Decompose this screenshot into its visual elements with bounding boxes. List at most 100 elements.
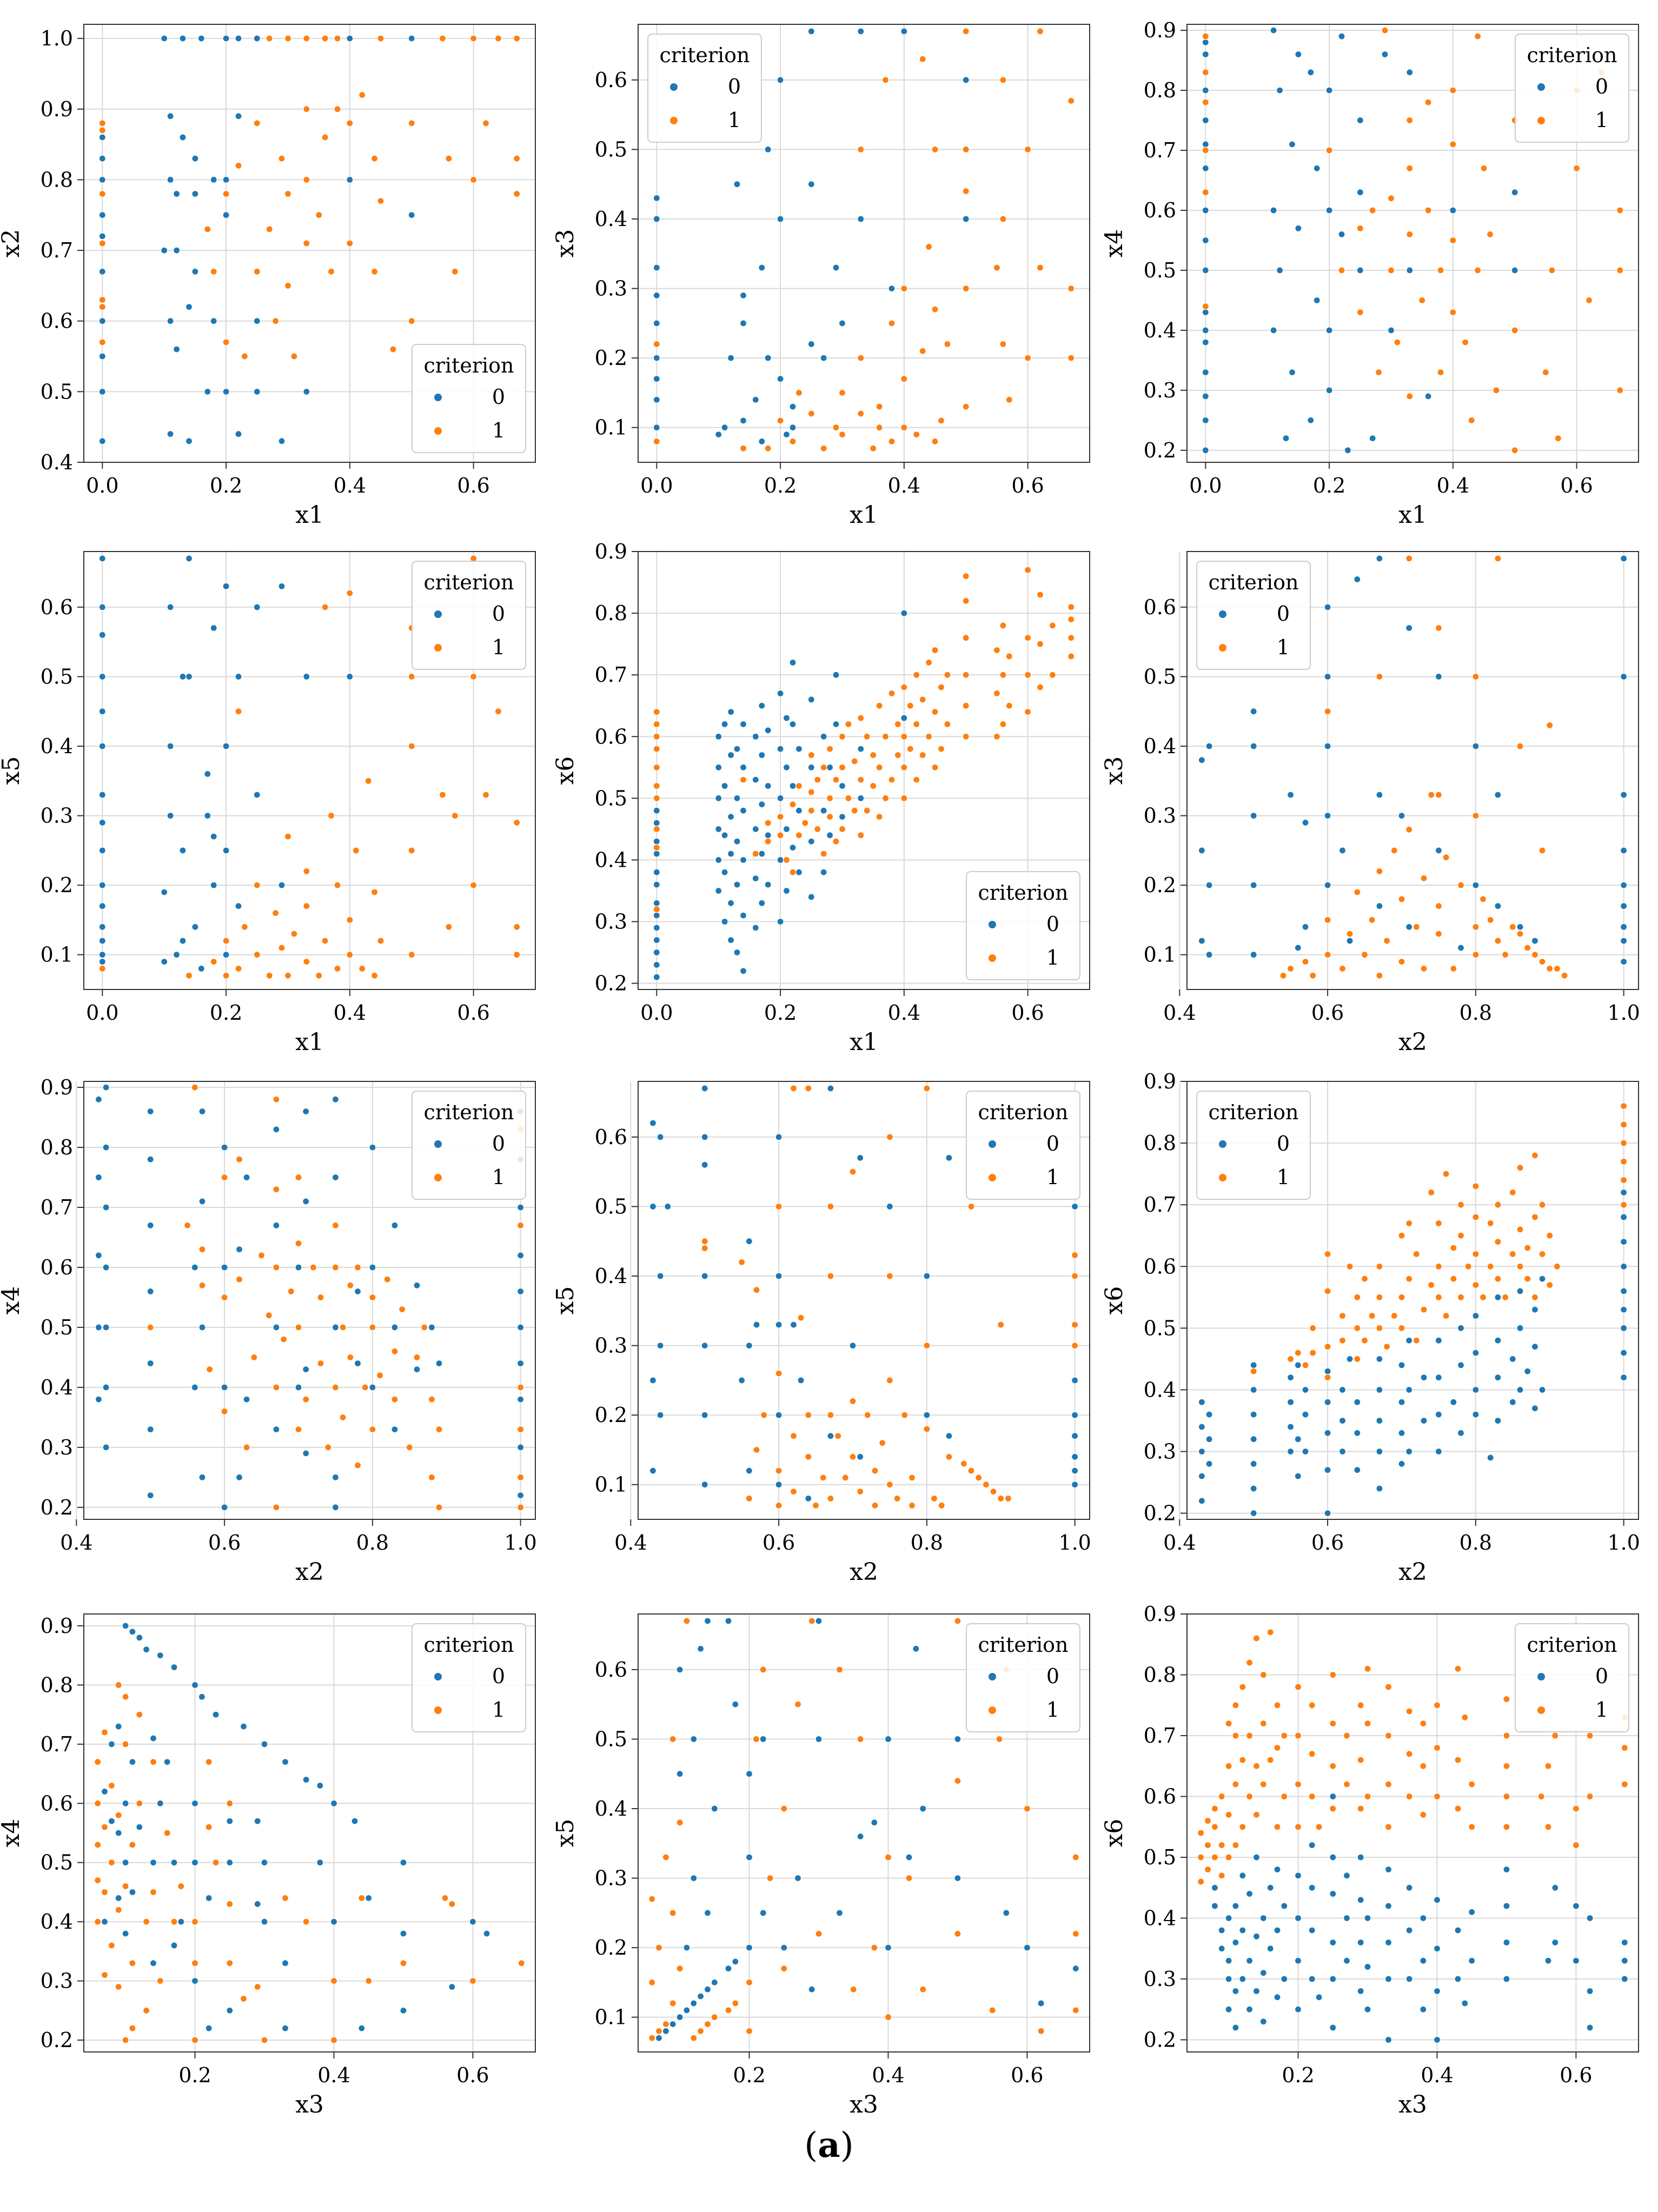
data-point — [1197, 1878, 1205, 1885]
data-point — [122, 1882, 129, 1890]
y-tick-label: 0.3 — [1144, 1967, 1176, 1991]
data-point — [98, 603, 106, 611]
data-point — [857, 145, 865, 153]
data-point — [1398, 1232, 1405, 1239]
data-point — [235, 35, 242, 42]
data-point — [701, 1133, 708, 1141]
data-point — [235, 430, 242, 438]
data-point — [156, 1652, 164, 1659]
data-point — [838, 430, 846, 439]
data-point — [1329, 1805, 1337, 1812]
legend-box — [412, 344, 526, 453]
data-point — [1202, 447, 1209, 454]
data-point — [863, 733, 871, 740]
data-point — [701, 1161, 708, 1168]
data-point — [1071, 1432, 1079, 1440]
data-point — [1202, 368, 1209, 376]
data-point — [1252, 1811, 1261, 1818]
data-point — [1197, 1854, 1205, 1861]
x-tick-label: 0.8 — [1460, 1001, 1492, 1025]
x-tick-label: 0.4 — [1163, 1531, 1196, 1555]
data-point — [849, 1453, 857, 1460]
data-point — [669, 1909, 677, 1917]
data-point — [321, 603, 329, 611]
data-point — [149, 1959, 157, 1967]
data-point — [1287, 965, 1295, 973]
data-point — [1551, 1732, 1559, 1739]
series-1 — [98, 35, 521, 360]
data-point — [851, 807, 858, 814]
data-point — [1005, 702, 1013, 709]
data-point — [1376, 902, 1383, 910]
data-point — [1572, 1957, 1580, 1964]
x-axis-label: x1 — [1398, 501, 1427, 529]
data-point — [278, 437, 286, 445]
data-point — [1232, 1841, 1239, 1849]
data-point — [212, 1711, 220, 1718]
data-point — [827, 1494, 834, 1502]
data-point — [302, 1776, 310, 1784]
data-point — [1250, 1436, 1257, 1443]
data-point — [108, 1817, 115, 1825]
data-point — [676, 1770, 684, 1778]
data-point — [1435, 1411, 1442, 1418]
data-point — [1024, 566, 1032, 574]
data-point — [1420, 1719, 1427, 1728]
data-point — [115, 1983, 122, 1991]
data-point — [1338, 847, 1347, 854]
data-point — [428, 1324, 436, 1331]
data-point — [1531, 1405, 1538, 1412]
y-tick-label: 0.3 — [41, 804, 73, 828]
data-point — [1428, 1188, 1435, 1196]
data-point — [272, 909, 280, 917]
legend-box — [966, 1623, 1080, 1732]
data-point — [1294, 1472, 1302, 1480]
data-point — [161, 35, 168, 42]
data-point — [330, 1918, 338, 1925]
data-point — [1024, 708, 1032, 716]
data-point — [900, 28, 908, 35]
data-point — [721, 424, 728, 431]
data-point — [257, 1252, 266, 1259]
data-point — [1405, 624, 1413, 632]
y-tick-label: 0.6 — [1144, 198, 1176, 222]
data-point — [1384, 1732, 1392, 1739]
data-point — [316, 1782, 324, 1789]
data-point — [739, 291, 747, 300]
data-point — [1531, 1343, 1538, 1351]
legend-title: criterion — [1208, 570, 1298, 594]
data-point — [235, 112, 242, 120]
data-point — [715, 856, 722, 864]
data-point — [1274, 1744, 1281, 1752]
data-point — [364, 777, 372, 785]
data-point — [975, 1474, 983, 1482]
data-point — [1546, 1281, 1554, 1289]
data-point — [1511, 447, 1518, 454]
data-point — [1511, 327, 1518, 334]
data-point — [1329, 1975, 1337, 1983]
data-point — [1472, 1312, 1480, 1320]
data-point — [1202, 147, 1209, 154]
data-point — [1376, 791, 1383, 799]
data-point — [1198, 847, 1205, 854]
data-point — [482, 119, 490, 127]
data-point — [1324, 1343, 1331, 1351]
data-point — [789, 782, 797, 790]
x-axis-label: x1 — [295, 1028, 324, 1056]
data-point — [354, 1287, 362, 1295]
data-point — [764, 145, 772, 153]
data-point — [1246, 1890, 1254, 1898]
data-point — [173, 951, 181, 959]
data-point — [324, 1444, 332, 1451]
data-point — [98, 233, 106, 240]
data-point — [408, 119, 415, 127]
legend-marker — [1219, 1174, 1226, 1181]
data-point — [777, 76, 784, 84]
data-point — [369, 1384, 376, 1391]
data-point — [656, 1133, 664, 1141]
data-point — [1202, 87, 1209, 94]
data-point — [494, 35, 502, 42]
data-point — [161, 247, 168, 254]
